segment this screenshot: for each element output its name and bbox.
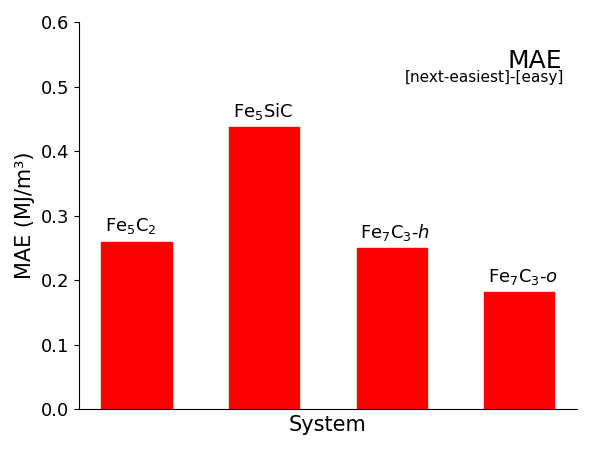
X-axis label: System: System xyxy=(289,415,367,435)
Y-axis label: MAE (MJ/m³): MAE (MJ/m³) xyxy=(15,152,35,279)
Text: MAE: MAE xyxy=(507,49,562,73)
Bar xyxy=(356,248,427,410)
Bar xyxy=(484,292,554,410)
Bar xyxy=(229,127,299,410)
Bar xyxy=(101,242,172,410)
Text: Fe$_7$C$_3$-$o$: Fe$_7$C$_3$-$o$ xyxy=(488,267,558,287)
Text: Fe$_7$C$_3$-$h$: Fe$_7$C$_3$-$h$ xyxy=(361,222,430,243)
Text: Fe$_5$SiC: Fe$_5$SiC xyxy=(233,101,293,122)
Text: [next-easiest]-[easy]: [next-easiest]-[easy] xyxy=(405,71,565,86)
Text: Fe$_5$C$_2$: Fe$_5$C$_2$ xyxy=(105,216,157,236)
